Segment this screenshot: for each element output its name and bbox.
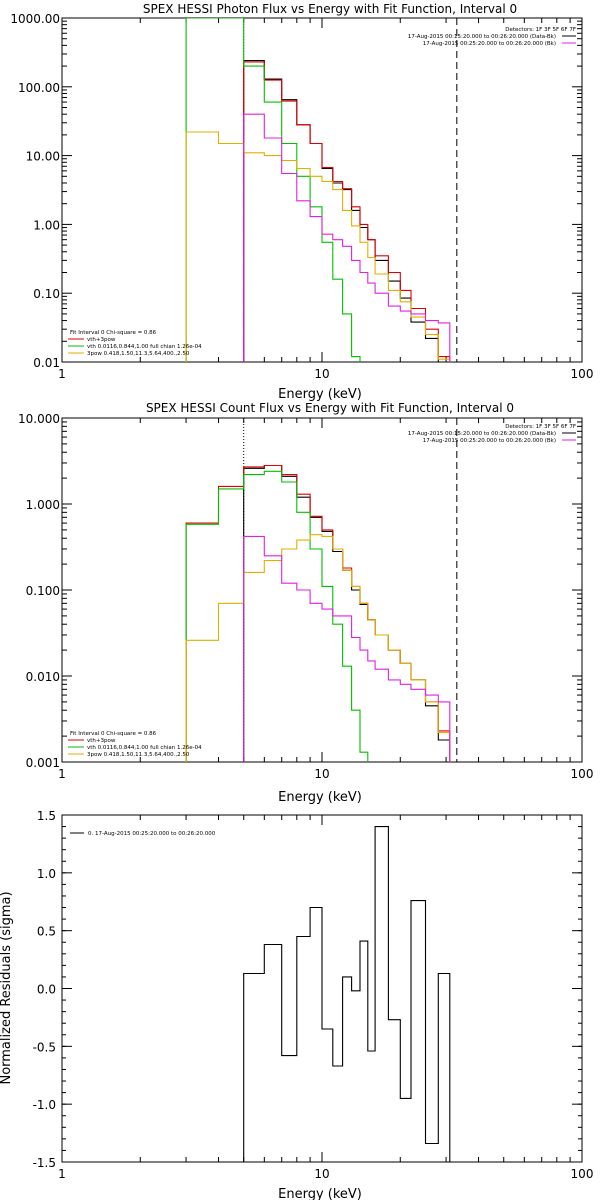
count-x-tick-label: 10: [314, 767, 329, 781]
photon-legend-data-bk: 17-Aug-2015 00:15:20.000 to 00:26:20.000…: [408, 34, 556, 40]
residuals-x-axis-label: Energy (keV): [278, 1187, 362, 1200]
residuals-legend: 0. 17-Aug-2015 00:25:20.000 to 00:26:20.…: [70, 831, 216, 837]
photon-series-data-bk: [243, 60, 451, 362]
photon-chart-title: SPEX HESSI Photon Flux vs Energy with Fi…: [143, 2, 517, 16]
residuals-y-tick-label: -0.5: [33, 1040, 56, 1054]
photon-legend-detectors: Detectors: 1F 3F 5F 6F 7F: [505, 27, 576, 33]
count-y-tick-label: 10.000: [18, 412, 60, 426]
photon-series-vth: [185, 18, 361, 362]
count-legend-vth: vth 0.0116,0.844,1.00 full chian 1.26e-0…: [87, 745, 202, 751]
photon-x-axis-label: Energy (keV): [278, 387, 362, 402]
photon-y-tick-label: 1.00: [33, 218, 60, 232]
count-legend-top-right: Detectors: 1F 3F 5F 6F 7F 17-Aug-2015 00…: [408, 424, 576, 444]
photon-legend-bk: 17-Aug-2015 00:25:20.000 to 00:26:20.000…: [423, 41, 556, 47]
count-legend-fit-header: Fit Interval 0 Chi-square = 0.86: [70, 731, 157, 737]
count-series-vth-3pow: [185, 464, 451, 762]
residuals-x-tick-label: 100: [571, 1167, 594, 1181]
photon-series-group: [185, 18, 451, 362]
count-legend-3pow: 3pow 0.418,1.50,11.3,5.64,400.,2.50: [87, 752, 190, 758]
photon-y-tick-label: 10.00: [26, 150, 60, 164]
photon-x-tick-label: 10: [314, 367, 329, 381]
photon-legend-vth3pow: vth+3pow: [87, 337, 116, 343]
photon-legend-top-right: Detectors: 1F 3F 5F 6F 7F 17-Aug-2015 00…: [408, 27, 576, 47]
residuals-y-tick-label: 0.0: [37, 983, 56, 997]
residuals-plot-area: 1 10 100 -1.5 -1.0 -0.5 0.0 0.5 1.0 1.5: [33, 809, 594, 1181]
count-y-tick-label: 1.000: [26, 498, 60, 512]
photon-flux-panel: SPEX HESSI Photon Flux vs Energy with Fi…: [10, 2, 593, 402]
residuals-y-axis-label: Normalized Residuals (sigma): [0, 891, 14, 1084]
residuals-x-tick-label: 10: [314, 1167, 329, 1181]
count-series-vth: [185, 470, 369, 762]
count-y-tick-label: 0.001: [26, 756, 60, 770]
count-x-axis-label: Energy (keV): [278, 790, 362, 805]
photon-axes-frame: [61, 17, 583, 363]
photon-legend-vth: vth 0.0116,0.844,1.00 full chian 1.26e-0…: [87, 344, 202, 350]
count-legend-bk: 17-Aug-2015 00:25:20.000 to 00:26:20.000…: [423, 438, 556, 444]
photon-y-tick-label: 0.10: [33, 287, 60, 301]
count-plot-area: 1 10 100 0.001 0.010 0.100 1.000 10.000: [18, 412, 594, 781]
count-series-3pow: [185, 534, 451, 762]
count-legend-data-bk: 17-Aug-2015 00:15:20.000 to 00:26:20.000…: [408, 431, 556, 437]
residuals-y-tick-label: -1.5: [33, 1156, 56, 1170]
residuals-y-tick-label: 0.5: [37, 925, 56, 939]
residuals-legend-entry: 0. 17-Aug-2015 00:25:20.000 to 00:26:20.…: [88, 831, 216, 837]
photon-plot-area: 1 10 100 0.01 0.10 1.00 10.00 100.00 1000.00: [10, 12, 594, 381]
count-y-tick-label: 0.100: [26, 584, 60, 598]
count-x-tick-label: 1: [58, 767, 66, 781]
photon-y-tick-label: 1000.00: [10, 12, 60, 26]
count-legend-detectors: Detectors: 1F 3F 5F 6F 7F: [505, 424, 576, 430]
count-chart-title: SPEX HESSI Count Flux vs Energy with Fit…: [146, 401, 514, 415]
count-legend-bottom-left: Fit Interval 0 Chi-square = 0.86 vth+3po…: [68, 731, 202, 758]
residuals-series-residual: [243, 826, 451, 1162]
count-y-tick-label: 0.010: [26, 670, 60, 684]
count-series-group: [185, 464, 451, 762]
photon-series-3pow: [185, 131, 451, 362]
photon-legend-3pow: 3pow 0.418,1.50,11.3,5.64,400.,2.50: [87, 351, 190, 357]
count-axes-frame: [61, 417, 583, 763]
count-legend-vth3pow: vth+3pow: [87, 738, 116, 744]
photon-x-tick-label: 1: [58, 367, 66, 381]
photon-x-tick-label: 100: [571, 367, 594, 381]
residuals-x-tick-label: 1: [58, 1167, 66, 1181]
photon-legend-bottom-left: Fit Interval 0 Chi-square = 0.86 vth+3po…: [68, 330, 202, 357]
count-flux-panel: SPEX HESSI Count Flux vs Energy with Fit…: [18, 401, 593, 805]
residuals-y-tick-label: 1.0: [37, 867, 56, 881]
residuals-y-tick-label: 1.5: [37, 809, 56, 823]
photon-y-tick-label: 100.00: [18, 81, 60, 95]
count-series-bk: [243, 535, 451, 762]
photon-series-vth-3pow: [243, 61, 451, 362]
count-x-tick-label: 100: [571, 767, 594, 781]
count-series-data-bk: [243, 464, 451, 762]
photon-series-bk: [243, 113, 451, 362]
photon-y-tick-label: 0.01: [33, 356, 60, 370]
residuals-y-tick-label: -1.0: [33, 1098, 56, 1112]
residuals-panel: 1 10 100 -1.5 -1.0 -0.5 0.0 0.5 1.0 1.5 Energy (k…: [0, 809, 593, 1200]
residuals-series-group: [243, 826, 451, 1162]
photon-legend-fit-header: Fit Interval 0 Chi-square = 0.86: [70, 330, 157, 336]
